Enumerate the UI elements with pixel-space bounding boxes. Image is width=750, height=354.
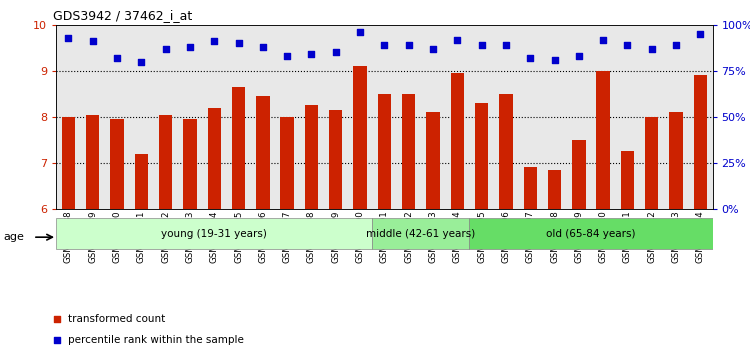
Point [427,46,439,52]
Point [111,55,123,61]
Bar [402,94,416,209]
Bar [470,218,712,249]
Text: GDS3942 / 37462_i_at: GDS3942 / 37462_i_at [53,9,192,22]
Bar [451,73,464,209]
Bar [329,110,343,209]
Point [184,44,196,50]
Point [87,39,99,44]
Point [597,37,609,42]
Bar [208,108,221,209]
Bar [548,170,561,209]
Bar [280,117,294,209]
Bar [524,167,537,209]
Bar [645,117,658,209]
Bar [475,103,488,209]
Point [500,42,512,48]
Point [524,55,536,61]
Bar [304,105,318,209]
Point [160,46,172,52]
Bar [669,112,682,209]
Point [281,53,293,59]
Text: middle (42-61 years): middle (42-61 years) [366,229,476,239]
Text: transformed count: transformed count [68,314,166,324]
Bar [572,140,586,209]
Point [135,59,147,64]
Point [51,316,63,321]
Text: age: age [3,232,24,242]
Bar [135,154,148,209]
Point [476,42,488,48]
Point [646,46,658,52]
Text: percentile rank within the sample: percentile rank within the sample [68,335,244,345]
Point [378,42,390,48]
Point [209,39,220,44]
Bar [500,94,512,209]
Point [694,31,706,37]
Text: young (19-31 years): young (19-31 years) [161,229,267,239]
Bar [86,115,100,209]
Point [256,44,268,50]
Point [62,35,74,40]
Bar [183,119,196,209]
Bar [596,71,610,209]
Bar [110,119,124,209]
Text: old (65-84 years): old (65-84 years) [546,229,636,239]
Point [51,337,63,343]
Point [548,57,560,63]
Bar [159,115,172,209]
Bar [372,218,470,249]
Point [305,51,317,57]
Bar [621,152,634,209]
Point [403,42,415,48]
Point [330,50,342,55]
Point [573,53,585,59]
Bar [426,112,439,209]
Point [232,40,244,46]
Bar [62,117,75,209]
Bar [232,87,245,209]
Bar [694,75,707,209]
Bar [56,218,372,249]
Bar [256,96,269,209]
Point [622,42,634,48]
Point [452,37,464,42]
Point [670,42,682,48]
Point [354,29,366,35]
Bar [378,94,391,209]
Bar [353,66,367,209]
